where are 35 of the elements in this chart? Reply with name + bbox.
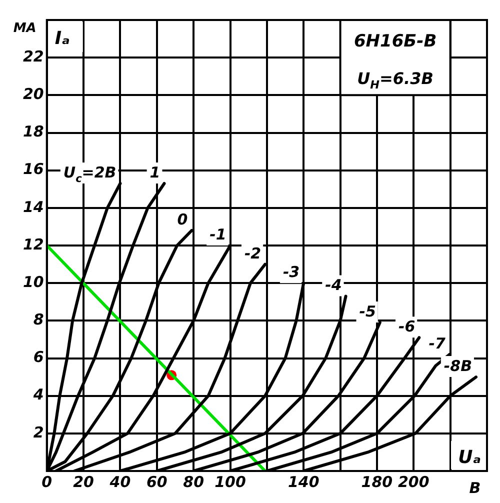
y-tick-label: 12 bbox=[23, 235, 44, 254]
y-tick-label: 20 bbox=[23, 85, 44, 104]
x-tick-label: 40 bbox=[108, 472, 131, 491]
x-tick-label: 20 bbox=[73, 472, 94, 491]
x-tick-label: 0 bbox=[42, 472, 52, 491]
x-tick-label: 100 bbox=[214, 472, 246, 491]
series-label: 1 bbox=[150, 163, 160, 182]
series-label: -2 bbox=[244, 244, 262, 262]
series-label: -4 bbox=[325, 276, 342, 294]
text: МА bbox=[13, 21, 36, 36]
series-label: -5 bbox=[359, 302, 376, 321]
x-tick-label: 80 bbox=[183, 472, 204, 491]
series-label: -1 bbox=[210, 226, 226, 244]
text: 6Н16Б-В bbox=[354, 31, 437, 52]
text: В bbox=[469, 479, 481, 497]
series-label: 0 bbox=[177, 210, 188, 228]
x-tick-label: 60 bbox=[146, 472, 168, 491]
x-tick-label: 180 bbox=[361, 472, 393, 491]
y-tick-label: 6 bbox=[33, 348, 44, 366]
y-tick-label: 10 bbox=[23, 272, 44, 291]
series-label: -7 bbox=[428, 334, 446, 352]
series-label: -6 bbox=[398, 318, 416, 336]
series-label: -3 bbox=[282, 263, 300, 282]
series-label: -8В bbox=[444, 357, 472, 376]
y-tick-label: 2 bbox=[33, 423, 44, 442]
y-tick-label: 8 bbox=[33, 310, 44, 329]
y-tick-label: 16 bbox=[23, 160, 44, 178]
x-tick-label: 140 bbox=[288, 472, 320, 491]
y-axis-title: Iₐ bbox=[54, 28, 70, 49]
y-tick-label: 22 bbox=[23, 47, 44, 66]
x-axis-title: Uₐ bbox=[458, 447, 482, 468]
y-tick-label: 18 bbox=[23, 122, 44, 141]
y-tick-label: 4 bbox=[32, 386, 44, 404]
y-tick-label: 14 bbox=[23, 198, 44, 216]
x-tick-label: 200 bbox=[398, 472, 430, 491]
